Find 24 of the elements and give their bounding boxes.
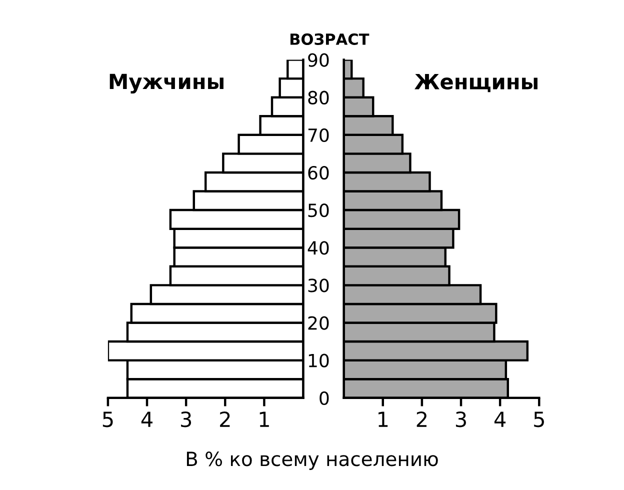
x-tick-label: 3 [456,411,466,428]
y-tick-label: 40 [308,241,329,255]
text: Женщины [414,74,538,92]
x-tick-label: 5 [534,412,544,428]
x-tick-label: 5 [102,412,113,428]
y-tick-label: 30 [308,278,329,292]
x-tick-label: 1 [260,412,269,427]
y-tick-label: 20 [308,316,329,330]
x-tick-label: 4 [141,412,152,427]
y-tick-label: 10 [308,354,329,368]
x-tick-label: 2 [220,411,230,427]
y-tick-label: 80 [308,90,329,104]
y-tick-label: 90 [308,53,329,67]
y-tick-label: 50 [308,204,329,218]
x-tick-label: 2 [416,411,426,427]
y-tick-label: 60 [308,166,329,180]
x-tick-label: 1 [378,412,388,427]
y-axis-title: ВОЗРАСТ [290,33,370,45]
x-axis-title: В % ко всему населению [186,452,438,470]
x-tick-label: 4 [494,412,506,427]
y-tick-label: 70 [308,128,329,142]
x-tick-label: 3 [181,411,192,428]
text: Мужчины [110,74,224,94]
y-tick-label: 0 [320,391,329,405]
